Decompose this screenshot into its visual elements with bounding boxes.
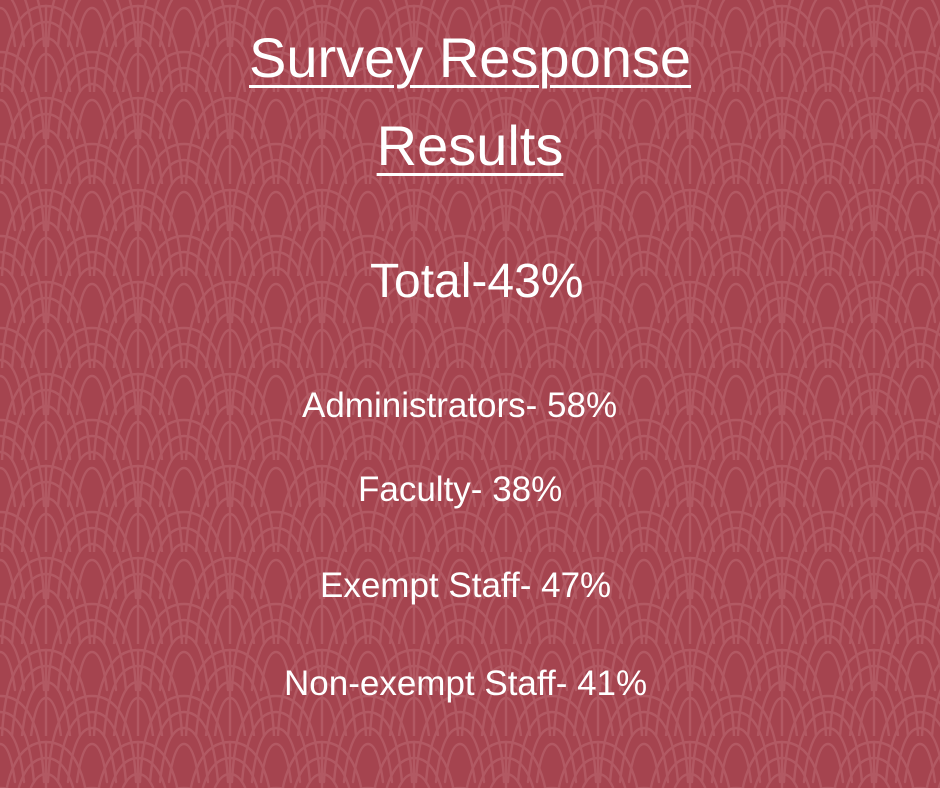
stat-faculty: Faculty- 38% [358,470,563,509]
stat-exempt-staff: Exempt Staff- 47% [320,566,612,605]
stat-administrators: Administrators- 58% [302,386,618,425]
total-response-rate: Total-43% [370,255,584,308]
title-line-1: Survey Response [248,26,691,89]
title-line-2: Results [376,114,564,177]
stat-non-exempt-staff: Non-exempt Staff- 41% [284,664,648,703]
